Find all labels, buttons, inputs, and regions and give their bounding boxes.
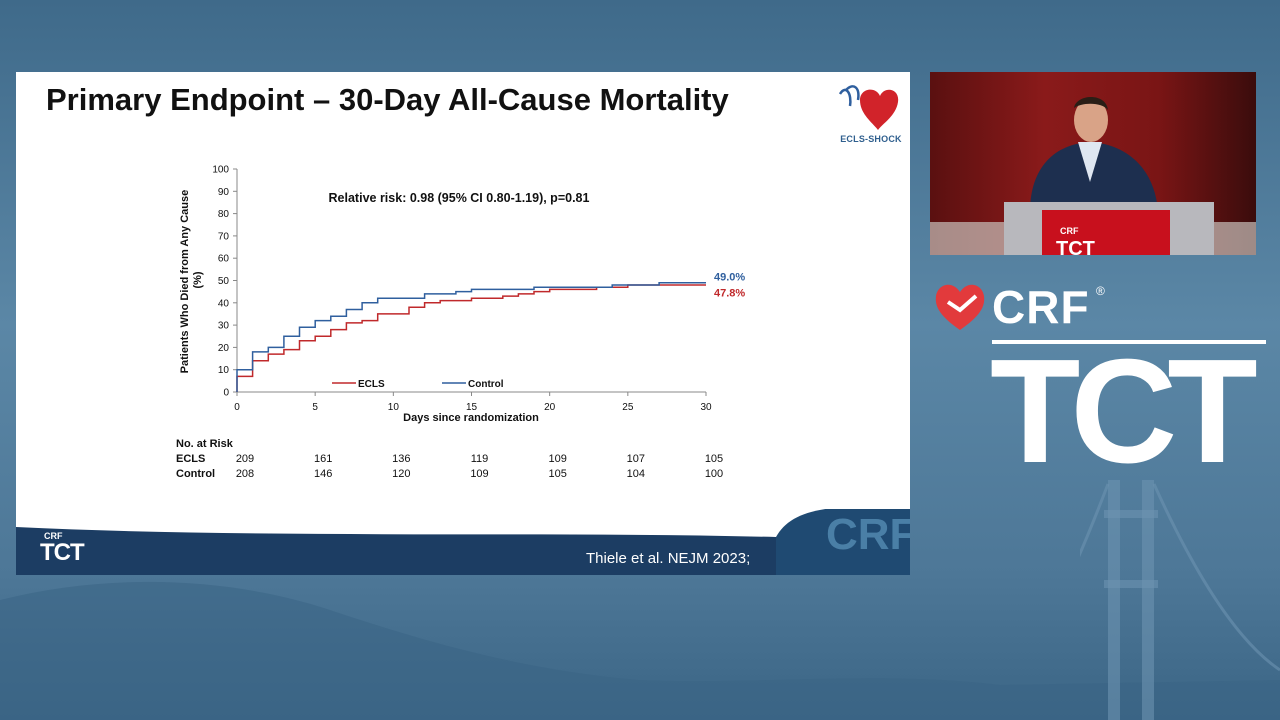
x-axis-label: Days since randomization	[403, 412, 539, 424]
y-tick-label: 100	[212, 165, 229, 176]
risk-row-label: ECLS	[176, 453, 206, 465]
relative-risk-annotation: Relative risk: 0.98 (95% CI 0.80-1.19), …	[329, 191, 590, 205]
risk-cell: 161	[313, 453, 333, 465]
y-tick-label: 50	[218, 276, 230, 287]
risk-cell: 208	[235, 468, 255, 480]
legend-label-control: Control	[468, 379, 504, 390]
footer-tct-text: TCT	[40, 539, 85, 566]
heart-icon	[838, 85, 899, 130]
crf-heart-icon	[935, 284, 985, 330]
x-tick-label: 15	[466, 402, 478, 413]
ecls-shock-logo: ECLS-SHOCK	[830, 80, 910, 148]
y-tick-label: 20	[218, 343, 230, 354]
y-axis-label: Patients Who Died from Any Cause (%)	[179, 187, 204, 374]
y-tick-label: 60	[218, 254, 230, 265]
slide-title: Primary Endpoint – 30-Day All-Cause Mort…	[46, 82, 729, 117]
risk-cell: 104	[626, 468, 645, 480]
registered-mark: ®	[1096, 284, 1105, 298]
risk-cell: 119	[470, 453, 489, 465]
risk-cell: 146	[313, 468, 333, 480]
risk-cell: 109	[470, 468, 489, 480]
risk-cell: 109	[548, 453, 567, 465]
golden-gate-bridge-silhouette	[1080, 480, 1280, 720]
crf-tct-brand: CRF ® TCT	[930, 280, 1270, 490]
risk-cell: 105	[704, 453, 724, 465]
citation: Thiele et al. NEJM 2023;	[586, 550, 751, 567]
podium-tct-text: TCT	[1056, 238, 1095, 255]
footer-crf-watermark: CRF	[826, 510, 910, 559]
footer-tct-logo: CRF TCT	[30, 531, 100, 571]
y-tick-label: 70	[218, 231, 230, 242]
x-tick-label: 5	[312, 402, 318, 413]
x-tick-label: 10	[388, 402, 400, 413]
slide-footer-band	[16, 509, 910, 575]
y-tick-label: 30	[218, 321, 230, 332]
x-tick-label: 0	[234, 402, 240, 413]
end-label-control: 49.0%	[714, 272, 745, 284]
kaplan-meier-chart: Relative risk: 0.98 (95% CI 0.80-1.19), …	[179, 165, 745, 425]
x-tick-label: 30	[700, 402, 712, 413]
y-tick-label: 0	[223, 388, 229, 399]
podium-crf-text: CRF	[1060, 226, 1079, 236]
series-line-control	[236, 281, 706, 392]
y-tick-label: 90	[218, 187, 230, 198]
speaker-scene: CRF TCT	[930, 97, 1256, 255]
speaker-video: CRF TCT	[930, 72, 1256, 255]
risk-cell: 105	[548, 468, 567, 480]
risk-row-label: Control	[176, 468, 216, 480]
risk-cell: 209	[235, 453, 255, 465]
footer-crf-text: CRF	[44, 531, 63, 541]
risk-cell: 136	[392, 453, 411, 465]
y-tick-label: 40	[218, 298, 230, 309]
risk-cell: 100	[704, 468, 724, 480]
risk-cell: 120	[392, 468, 411, 480]
risk-table-header: No. at Risk	[176, 438, 233, 450]
legend-label-ecls: ECLS	[358, 379, 385, 390]
y-tick-label: 10	[218, 365, 230, 376]
brand-crf-text: CRF	[992, 281, 1090, 333]
x-tick-label: 20	[544, 402, 556, 413]
end-label-ecls: 47.8%	[714, 288, 745, 300]
trial-name: ECLS-SHOCK	[840, 134, 902, 144]
brand-divider	[992, 340, 1266, 344]
brand-tct-text: TCT	[990, 329, 1258, 494]
y-tick-label: 80	[218, 209, 230, 220]
x-tick-label: 25	[622, 402, 634, 413]
risk-cell: 107	[626, 453, 645, 465]
series-line-ecls	[236, 284, 706, 392]
presentation-slide: Primary Endpoint – 30-Day All-Cause Mort…	[16, 72, 910, 575]
background-hills	[0, 581, 1280, 720]
